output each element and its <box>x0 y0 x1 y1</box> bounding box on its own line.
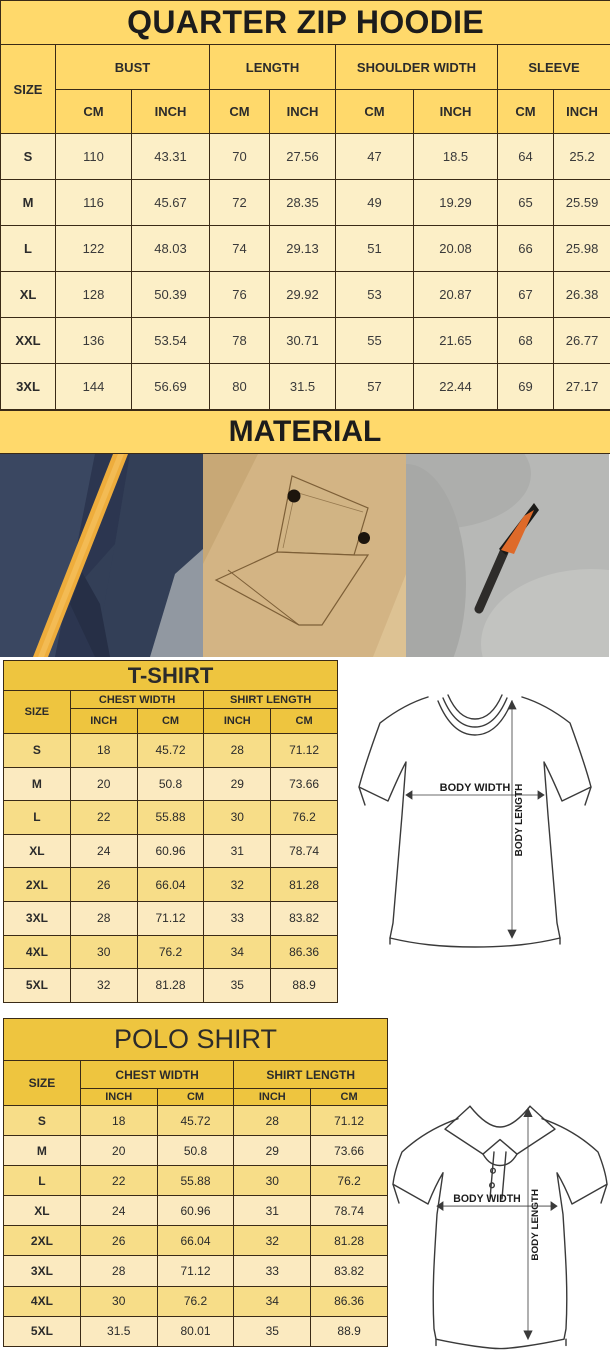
svg-text:BODY LENGTH: BODY LENGTH <box>530 1189 541 1261</box>
svg-text:BODY LENGTH: BODY LENGTH <box>514 784 525 857</box>
svg-text:BODY WIDTH: BODY WIDTH <box>453 1193 521 1205</box>
svg-text:BODY WIDTH: BODY WIDTH <box>440 782 511 794</box>
